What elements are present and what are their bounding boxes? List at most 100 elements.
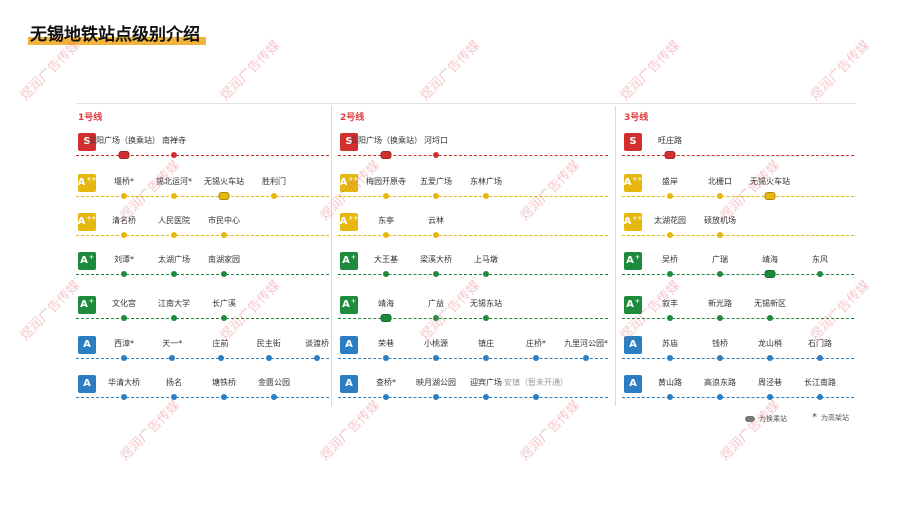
station-dot — [483, 315, 489, 321]
interchange-icon — [745, 416, 755, 422]
station-dot — [314, 355, 320, 361]
station-dot — [717, 315, 723, 321]
station-dot — [433, 315, 439, 321]
station-label: 长广溪 — [212, 299, 236, 308]
station-dot — [271, 394, 277, 400]
station-label: 叙丰 — [662, 299, 678, 308]
level-badge: S — [78, 133, 96, 151]
station-dot — [433, 193, 439, 199]
level-badge: A + — [78, 252, 96, 270]
station-label: 上马墩 — [474, 255, 498, 264]
station-dot — [817, 394, 823, 400]
level-badge: A + — [624, 296, 642, 314]
line-track — [622, 318, 854, 319]
station-label: 新光路 — [708, 299, 732, 308]
station-label: 胜利门 — [262, 177, 286, 186]
line-track — [76, 318, 329, 319]
level-badge: A + — [340, 296, 358, 314]
station-dot — [583, 355, 589, 361]
station-dot — [171, 315, 177, 321]
legend-elevated: * 为高架站 — [812, 412, 849, 423]
station-dot — [171, 232, 177, 238]
level-badge: A + — [78, 296, 96, 314]
station-label: 南禅寺 — [162, 136, 186, 145]
line-track — [622, 155, 854, 156]
station-label: 无锡新区 — [754, 299, 786, 308]
station-label: 民主街 — [256, 339, 281, 348]
station-label: 广益 — [428, 299, 444, 308]
station-dot — [121, 232, 127, 238]
station-label: 河埒口 — [424, 136, 448, 145]
line-track — [338, 235, 608, 236]
station-dot — [221, 271, 227, 277]
station-dot — [433, 271, 439, 277]
station-dot — [121, 271, 127, 277]
column-divider — [615, 106, 616, 406]
interchange-station-dot — [218, 192, 230, 200]
line-title: 1号线 — [78, 113, 103, 123]
station-dot — [717, 394, 723, 400]
station-dot — [221, 232, 227, 238]
station-label: 大王基 — [374, 255, 398, 264]
station-dot — [121, 394, 127, 400]
station-dot — [433, 355, 439, 361]
station-label: 苏庙 — [662, 339, 678, 348]
station-dot — [667, 394, 673, 400]
station-label: 钱桥 — [712, 339, 728, 348]
star-icon: * — [812, 412, 817, 423]
station-dot — [533, 394, 539, 400]
station-dot — [169, 355, 176, 361]
station-dot — [433, 394, 439, 400]
line-track — [622, 358, 854, 359]
line-track — [622, 397, 854, 398]
station-label: 金匮公园 — [258, 378, 290, 387]
level-badge: A — [78, 336, 96, 354]
interchange-station-dot — [380, 314, 392, 322]
station-label: 东亭 — [378, 216, 394, 225]
station-label: 无锡东站 — [470, 299, 502, 308]
station-label: 东林广场 — [470, 177, 502, 186]
station-dot — [667, 355, 673, 361]
station-label: 长江南路 — [804, 378, 836, 387]
station-label: 五爱广场 — [420, 177, 452, 186]
line-track — [338, 155, 608, 156]
interchange-station-dot — [118, 151, 130, 159]
station-dot — [483, 271, 489, 277]
station-label: 人民医院 — [158, 216, 190, 225]
line-title: 2号线 — [340, 113, 365, 123]
station-label: 无锡火车站 — [750, 177, 790, 186]
level-badge: A ++ — [340, 213, 358, 231]
level-badge: A + — [340, 252, 358, 270]
station-label: 黄山路 — [658, 378, 682, 387]
station-dot — [667, 193, 673, 199]
station-label: 华清大桥 — [108, 378, 140, 387]
station-dot — [483, 355, 489, 361]
station-label: 清名桥 — [112, 216, 136, 225]
station-dot — [121, 315, 127, 321]
station-dot — [221, 315, 227, 321]
station-dot — [171, 193, 177, 199]
station-dot — [383, 232, 389, 238]
level-badge: A — [624, 375, 642, 393]
level-badge: A ++ — [624, 213, 642, 231]
station-dot — [171, 152, 177, 158]
station-dot — [121, 355, 127, 361]
station-dot — [717, 232, 723, 238]
station-label: 查桥* — [376, 378, 396, 387]
station-label: 盛岸 — [662, 177, 678, 186]
station-dot — [817, 271, 823, 277]
station-label: 堰桥* — [114, 177, 134, 186]
line-track — [338, 318, 608, 319]
legend-interchange: 为换乘站 — [745, 414, 787, 424]
line-track — [622, 235, 854, 236]
level-badge: A — [624, 336, 642, 354]
station-label: 三阳广场（换乘站） — [350, 136, 422, 145]
station-dot — [171, 394, 177, 400]
station-dot — [433, 152, 439, 158]
page-title: 无锡地铁站点级别介绍 — [28, 20, 206, 47]
station-label: 荣巷 — [378, 339, 394, 348]
station-label: 梅园开原寺 — [366, 177, 406, 186]
station-dot — [271, 193, 277, 199]
station-label: 靖海 — [762, 255, 778, 264]
station-dot — [383, 193, 389, 199]
